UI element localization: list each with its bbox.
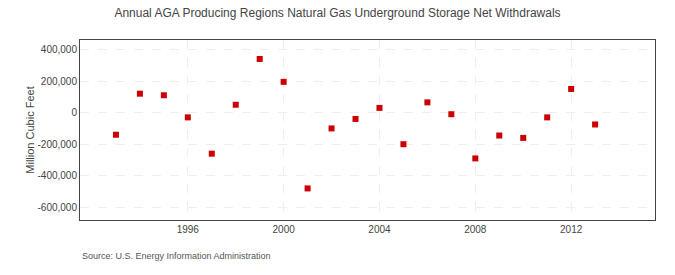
svg-text:400,000: 400,000 <box>41 44 78 55</box>
svg-text:Source: U.S. Energy Informatio: Source: U.S. Energy Information Administ… <box>82 251 271 261</box>
svg-text:Annual AGA Producing Regions N: Annual AGA Producing Regions Natural Gas… <box>114 6 560 20</box>
svg-text:2000: 2000 <box>273 224 296 235</box>
svg-text:-200,000: -200,000 <box>38 139 78 150</box>
svg-text:2004: 2004 <box>368 224 391 235</box>
svg-text:-400,000: -400,000 <box>38 170 78 181</box>
svg-text:-600,000: -600,000 <box>38 202 78 213</box>
svg-text:Million Cubic Feet: Million Cubic Feet <box>24 86 36 173</box>
svg-text:2012: 2012 <box>560 224 583 235</box>
svg-text:0: 0 <box>71 107 77 118</box>
svg-text:1996: 1996 <box>177 224 200 235</box>
svg-text:200,000: 200,000 <box>41 76 78 87</box>
svg-text:2008: 2008 <box>464 224 487 235</box>
